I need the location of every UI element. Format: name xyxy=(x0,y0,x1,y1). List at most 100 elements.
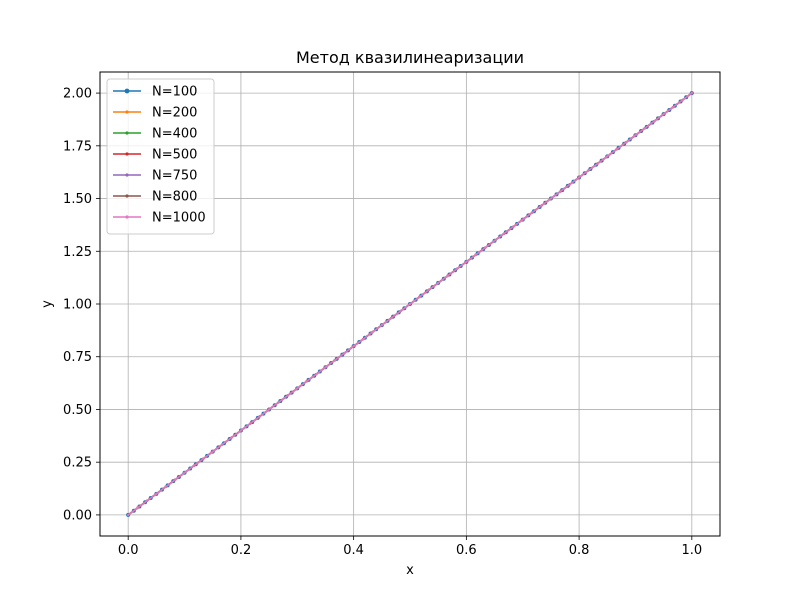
legend-marker xyxy=(125,110,129,114)
legend-entry: N=200 xyxy=(152,106,197,121)
data-point xyxy=(493,239,496,242)
data-point xyxy=(624,141,628,144)
y-ticks: 0.00 0.25 0.50 0.75 1.00 1.25 1.50 1.75 2.00 xyxy=(63,87,100,523)
x-tick-label: 0.4 xyxy=(343,543,364,558)
data-point xyxy=(258,415,261,418)
data-point xyxy=(577,176,581,179)
data-point xyxy=(559,190,562,193)
data-point xyxy=(662,112,665,116)
x-tick-label: 0.0 xyxy=(118,543,139,558)
grid xyxy=(100,72,720,536)
data-point xyxy=(277,401,280,404)
data-point xyxy=(183,471,186,474)
legend-entry: N=400 xyxy=(152,127,197,142)
data-point xyxy=(568,183,571,186)
data-point xyxy=(267,408,271,411)
data-point xyxy=(549,197,553,200)
data-point xyxy=(361,337,365,341)
data-point xyxy=(653,120,656,123)
data-point xyxy=(286,394,290,397)
data-point xyxy=(427,288,430,292)
data-point xyxy=(155,492,158,496)
legend-marker xyxy=(125,152,129,156)
y-tick-label: 1.00 xyxy=(63,298,92,313)
data-point xyxy=(164,485,167,488)
y-tick-label: 1.75 xyxy=(63,139,92,154)
data-point xyxy=(296,387,299,390)
x-tick-label: 0.2 xyxy=(231,543,252,558)
chart-title: Метод квазилинеаризации xyxy=(296,48,524,67)
data-point xyxy=(136,506,139,510)
data-point xyxy=(681,98,684,102)
y-tick-label: 2.00 xyxy=(63,87,92,102)
data-point xyxy=(671,105,675,109)
data-point xyxy=(352,344,355,348)
data-point xyxy=(324,366,327,369)
y-tick-label: 0.50 xyxy=(63,403,92,418)
data-point xyxy=(211,450,214,453)
legend-entry: N=500 xyxy=(152,148,197,163)
data-point xyxy=(455,267,459,271)
legend-entry: N=100 xyxy=(152,85,197,100)
y-tick-label: 0.75 xyxy=(63,350,92,365)
legend-marker xyxy=(125,215,129,219)
data-point xyxy=(465,260,468,264)
data-point xyxy=(230,436,233,439)
y-tick-label: 1.50 xyxy=(63,192,92,207)
data-point xyxy=(483,246,487,249)
data-point xyxy=(314,373,318,376)
data-point xyxy=(446,274,449,278)
data-point xyxy=(343,352,346,355)
data-point xyxy=(380,323,384,327)
data-point xyxy=(418,295,421,299)
data-point xyxy=(371,330,374,334)
y-tick-label: 0.25 xyxy=(63,456,92,471)
data-point xyxy=(239,429,243,432)
legend-entry: N=800 xyxy=(152,190,197,205)
data-point xyxy=(540,204,543,207)
y-axis-label: y xyxy=(40,300,55,308)
legend-marker xyxy=(124,88,130,94)
legend-entry: N=750 xyxy=(152,169,197,184)
data-point xyxy=(249,422,252,425)
legend-entry: N=1000 xyxy=(152,211,206,226)
data-point xyxy=(530,211,534,214)
data-point xyxy=(305,380,308,383)
legend: N=100 N=200 N=400 N=500 N=750 N=800 N=1000 xyxy=(106,78,215,235)
legend-marker xyxy=(125,131,129,135)
data-point xyxy=(126,513,130,517)
x-tick-label: 1.0 xyxy=(681,543,702,558)
data-point xyxy=(606,155,609,158)
data-point xyxy=(634,134,637,137)
data-point xyxy=(690,91,694,95)
legend-marker xyxy=(125,194,129,198)
data-point xyxy=(202,457,205,460)
data-point xyxy=(192,464,196,467)
y-tick-label: 0.00 xyxy=(63,508,92,523)
data-point xyxy=(333,359,337,362)
data-point xyxy=(390,316,393,320)
data-point xyxy=(587,169,590,172)
data-point xyxy=(436,281,440,285)
data-point xyxy=(521,218,524,221)
data-point xyxy=(474,253,477,256)
data-point xyxy=(615,148,618,151)
x-axis-label: x xyxy=(406,563,414,578)
y-tick-label: 1.25 xyxy=(63,245,92,260)
data-point xyxy=(145,499,149,503)
series-lines xyxy=(126,91,694,517)
data-point xyxy=(596,162,600,165)
data-point xyxy=(399,309,402,313)
data-point xyxy=(502,232,506,235)
x-tick-label: 0.8 xyxy=(569,543,590,558)
data-point xyxy=(643,127,647,130)
legend-items: N=100 N=200 N=400 N=500 N=750 N=800 N=1000 xyxy=(113,85,206,226)
data-point xyxy=(220,443,224,446)
x-ticks: 0.0 0.2 0.4 0.6 0.8 1.0 xyxy=(118,536,702,558)
legend-marker xyxy=(125,173,129,177)
data-point xyxy=(512,225,515,228)
data-point xyxy=(408,302,412,306)
x-tick-label: 0.6 xyxy=(456,543,477,558)
